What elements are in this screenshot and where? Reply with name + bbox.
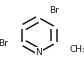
Text: Br: Br [49, 6, 59, 15]
Text: CH₃: CH₃ [70, 45, 84, 54]
Text: Br: Br [0, 39, 8, 48]
Text: N: N [35, 48, 42, 57]
